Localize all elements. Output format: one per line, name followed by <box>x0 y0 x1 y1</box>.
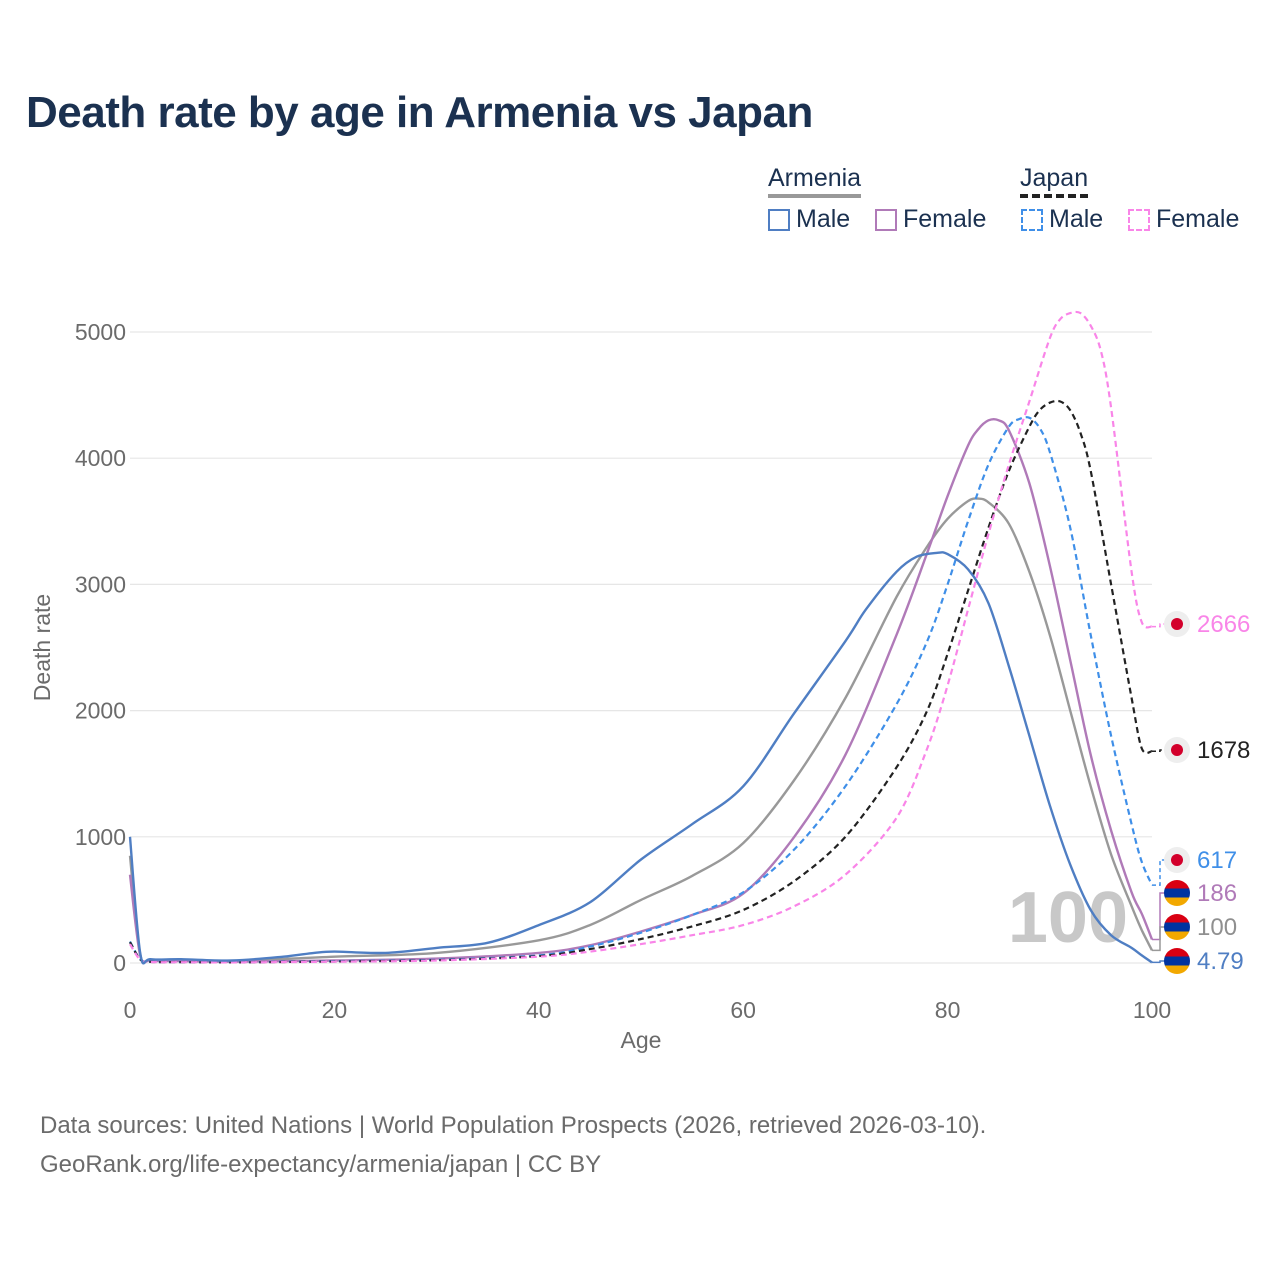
y-tick-label: 5000 <box>75 319 126 345</box>
legend-swatch-armenia-male <box>768 208 790 231</box>
end-label-armenia-male: 4.79 <box>1152 948 1244 975</box>
armenia-flag-icon <box>1164 914 1190 940</box>
japan-flag-icon <box>1164 611 1190 637</box>
legend-item-armenia-male[interactable]: Male <box>768 205 850 234</box>
end-connector <box>1152 749 1165 752</box>
end-labels: 4.79 186 100 617 2666 1678 <box>1152 611 1250 975</box>
series-line-armenia-male[interactable] <box>128 551 1153 965</box>
end-value-text: 186 <box>1197 880 1237 907</box>
legend-item-armenia-female[interactable]: Female <box>875 205 986 234</box>
end-value-text: 100 <box>1197 914 1237 941</box>
flag-disc <box>1171 854 1183 866</box>
end-label-japan-both: 1678 <box>1152 737 1250 764</box>
x-tick-label: 20 <box>322 997 348 1023</box>
legend-swatch-japan-male <box>1021 208 1043 231</box>
legend-item-japan-male[interactable]: Male <box>1021 205 1103 234</box>
armenia-flag-icon <box>1164 880 1190 906</box>
series-line-japan-female[interactable] <box>129 310 1153 964</box>
legend-swatch-japan-female <box>1128 208 1150 231</box>
japan-flag-icon <box>1164 737 1190 763</box>
flag-stripe-orange <box>1164 931 1190 940</box>
footer-source: Data sources: United Nations | World Pop… <box>40 1112 987 1139</box>
legend-label-japan-male: Male <box>1049 205 1104 233</box>
end-label-armenia-female: 186 <box>1152 880 1237 941</box>
x-axis-label: Age <box>621 1027 662 1053</box>
y-tick-label: 0 <box>113 950 126 976</box>
armenia-flag-icon <box>1164 948 1190 974</box>
end-connector <box>1152 623 1165 628</box>
legend-label-armenia-male: Male <box>796 205 851 233</box>
end-label-armenia-both: 100 <box>1152 914 1237 952</box>
end-connector <box>1152 859 1165 886</box>
flag-disc <box>1171 618 1183 630</box>
year-watermark: 100 <box>1008 878 1128 958</box>
legend-group-japan: Japan <box>1020 164 1089 198</box>
legend-japan-underline <box>1020 194 1089 198</box>
flag-stripe-orange <box>1164 965 1190 974</box>
grid-lines <box>130 331 1152 964</box>
x-tick-label: 80 <box>935 997 961 1023</box>
series-line-armenia-both[interactable] <box>128 497 1154 965</box>
flag-disc <box>1171 744 1183 756</box>
legend-armenia-underline <box>768 194 862 198</box>
series-lines <box>128 310 1154 965</box>
y-tick-label: 2000 <box>75 698 126 724</box>
x-tick-label: 100 <box>1133 997 1171 1023</box>
y-axis-label: Death rate <box>29 594 55 701</box>
flag-stripes <box>1164 880 1190 906</box>
legend-item-japan-female[interactable]: Female <box>1128 205 1239 234</box>
end-connector <box>1152 960 1165 964</box>
y-tick-label: 4000 <box>75 445 126 471</box>
flag-stripe-red <box>1164 914 1190 923</box>
footer: Data sources: United Nations | World Pop… <box>40 1106 986 1184</box>
flag-stripe-red <box>1164 948 1190 957</box>
y-tick-label: 1000 <box>75 824 126 850</box>
legend-group-japan-label: Japan <box>1020 164 1089 192</box>
x-tick-label: 60 <box>730 997 756 1023</box>
x-tick-label: 40 <box>526 997 552 1023</box>
flag-stripe-orange <box>1164 897 1190 906</box>
y-tick-label: 3000 <box>75 571 126 597</box>
legend-label-japan-female: Female <box>1156 205 1240 233</box>
series-line-japan-both[interactable] <box>129 399 1153 964</box>
japan-flag-icon <box>1164 847 1190 873</box>
flag-stripe-blue <box>1164 888 1190 898</box>
chart-title: Death rate by age in Armenia vs Japan <box>26 88 813 137</box>
flag-stripe-red <box>1164 880 1190 889</box>
footer-link[interactable]: GeoRank.org/life-expectancy/armenia/japa… <box>40 1151 602 1178</box>
end-label-japan-male: 617 <box>1152 847 1237 886</box>
axes: 0 1000 2000 3000 4000 5000 0 20 40 60 80 100 Age Deat… <box>29 319 1171 1053</box>
flag-stripe-blue <box>1164 922 1190 932</box>
end-value-text: 617 <box>1197 847 1237 874</box>
legend-swatch-armenia-female <box>875 208 897 231</box>
end-value-text: 2666 <box>1197 611 1250 638</box>
legend-label-armenia-female: Female <box>903 205 987 233</box>
end-value-text: 4.79 <box>1197 948 1244 975</box>
end-value-text: 1678 <box>1197 737 1250 764</box>
legend-group-armenia-label: Armenia <box>768 164 862 192</box>
flag-stripes <box>1164 948 1190 974</box>
end-connector <box>1152 892 1165 941</box>
x-tick-label: 0 <box>124 997 137 1023</box>
legend-group-armenia: Armenia <box>768 164 862 198</box>
flag-stripe-blue <box>1164 956 1190 966</box>
end-connector <box>1152 926 1165 952</box>
end-label-japan-female: 2666 <box>1152 611 1250 638</box>
flag-stripes <box>1164 914 1190 940</box>
